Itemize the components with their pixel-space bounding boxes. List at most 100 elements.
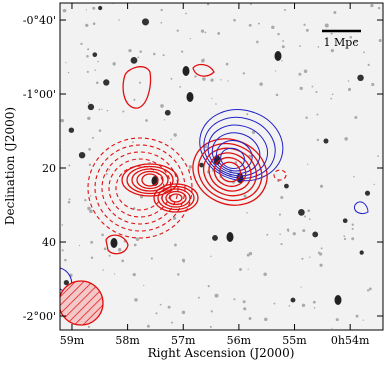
contour [153, 183, 199, 213]
source [299, 45, 301, 47]
contour [273, 169, 287, 181]
source [88, 163, 92, 166]
source [112, 62, 116, 66]
source [148, 161, 150, 164]
source [160, 104, 164, 108]
source [164, 109, 171, 116]
contour [203, 116, 276, 179]
source [246, 212, 248, 214]
source [300, 286, 302, 288]
source [67, 71, 70, 74]
source [143, 284, 145, 287]
source [343, 235, 346, 238]
source [313, 306, 316, 309]
source [316, 138, 320, 142]
source [92, 52, 98, 57]
source [333, 10, 337, 14]
source [353, 39, 358, 44]
source [275, 93, 279, 97]
y-tick-label: -0°40' [23, 14, 56, 27]
contour [121, 163, 179, 197]
source [106, 109, 109, 112]
source [243, 194, 247, 198]
contour [126, 165, 174, 195]
source [307, 163, 309, 165]
source [242, 72, 246, 75]
source [87, 48, 90, 51]
source [251, 130, 256, 134]
galaxy [226, 232, 234, 242]
source [160, 8, 163, 12]
contour [141, 173, 159, 187]
source [68, 198, 71, 201]
source [299, 86, 303, 91]
contour [131, 168, 169, 192]
source [242, 300, 246, 304]
source [89, 209, 93, 214]
source [353, 175, 355, 178]
source [181, 258, 186, 262]
source [61, 224, 64, 226]
source [97, 60, 99, 63]
source [61, 249, 64, 252]
source [87, 102, 90, 104]
source [342, 218, 348, 224]
source [303, 69, 308, 74]
source [217, 32, 221, 35]
source [176, 29, 179, 32]
source [91, 136, 94, 139]
source [87, 206, 91, 211]
source [160, 21, 163, 24]
source [188, 168, 191, 171]
source [277, 32, 280, 36]
source [179, 86, 182, 88]
source [90, 240, 94, 244]
source [189, 37, 191, 40]
contour [165, 190, 187, 206]
source [312, 300, 316, 304]
contour [157, 185, 195, 211]
source [63, 279, 70, 286]
source [194, 75, 197, 78]
source [234, 161, 238, 164]
contour [220, 147, 245, 170]
source [290, 297, 296, 303]
source [87, 325, 91, 329]
source [155, 312, 158, 315]
contours [60, 63, 369, 326]
source [132, 141, 134, 144]
source [181, 310, 186, 315]
source [149, 162, 151, 164]
source [200, 29, 205, 33]
source [281, 45, 285, 49]
source [271, 25, 275, 30]
source [197, 296, 200, 299]
source [305, 28, 309, 32]
source [113, 273, 116, 275]
source [312, 231, 319, 238]
source [170, 77, 173, 80]
source [85, 23, 89, 28]
source [301, 257, 304, 260]
source [257, 22, 260, 25]
source [101, 108, 103, 111]
source [98, 129, 102, 132]
source [263, 272, 267, 277]
source [185, 12, 187, 15]
source [92, 22, 96, 26]
source [105, 173, 108, 176]
source [210, 255, 212, 258]
x-tick-label: 59m [60, 334, 85, 347]
source [210, 310, 213, 313]
source [319, 184, 324, 188]
source [273, 302, 276, 305]
source [323, 138, 329, 144]
source [368, 287, 372, 291]
y-axis-label: Declination (J2000) [3, 107, 17, 225]
source [87, 103, 95, 111]
source [317, 46, 320, 48]
contour [216, 140, 253, 172]
source [162, 54, 165, 57]
source [283, 8, 286, 11]
